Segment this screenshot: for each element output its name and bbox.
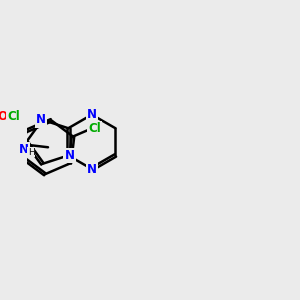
Text: N: N	[64, 149, 75, 162]
Text: N: N	[87, 108, 97, 121]
Text: O: O	[0, 110, 7, 123]
Text: Cl: Cl	[88, 122, 101, 136]
Text: N: N	[19, 143, 29, 156]
Text: Cl: Cl	[7, 110, 20, 123]
Text: H: H	[28, 148, 34, 157]
Text: N: N	[87, 163, 97, 176]
Text: N: N	[36, 113, 46, 126]
